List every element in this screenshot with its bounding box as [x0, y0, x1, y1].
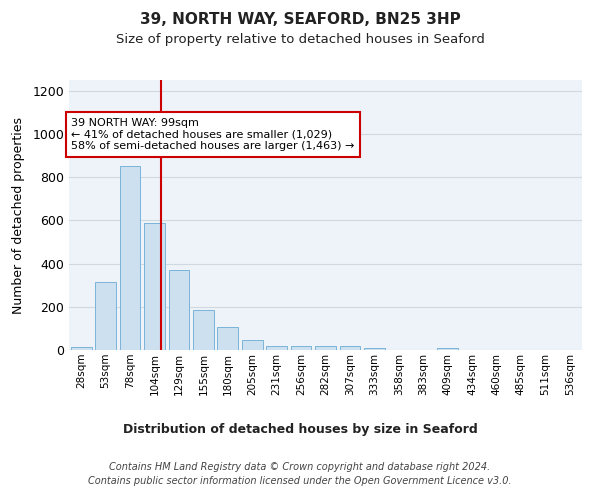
Bar — [242, 340, 263, 350]
Bar — [364, 348, 385, 350]
Text: Distribution of detached houses by size in Seaford: Distribution of detached houses by size … — [122, 422, 478, 436]
Y-axis label: Number of detached properties: Number of detached properties — [13, 116, 25, 314]
Bar — [119, 166, 140, 350]
Bar — [169, 270, 190, 350]
Text: 39, NORTH WAY, SEAFORD, BN25 3HP: 39, NORTH WAY, SEAFORD, BN25 3HP — [140, 12, 460, 28]
Bar — [340, 346, 361, 350]
Bar — [217, 328, 238, 350]
Bar — [437, 348, 458, 350]
Text: 39 NORTH WAY: 99sqm
← 41% of detached houses are smaller (1,029)
58% of semi-det: 39 NORTH WAY: 99sqm ← 41% of detached ho… — [71, 118, 355, 151]
Text: Size of property relative to detached houses in Seaford: Size of property relative to detached ho… — [116, 32, 484, 46]
Bar — [266, 346, 287, 350]
Bar — [193, 310, 214, 350]
Bar — [315, 346, 336, 350]
Text: Contains public sector information licensed under the Open Government Licence v3: Contains public sector information licen… — [88, 476, 512, 486]
Text: Contains HM Land Registry data © Crown copyright and database right 2024.: Contains HM Land Registry data © Crown c… — [109, 462, 491, 472]
Bar — [144, 222, 165, 350]
Bar — [95, 282, 116, 350]
Bar — [290, 346, 311, 350]
Bar — [71, 347, 92, 350]
